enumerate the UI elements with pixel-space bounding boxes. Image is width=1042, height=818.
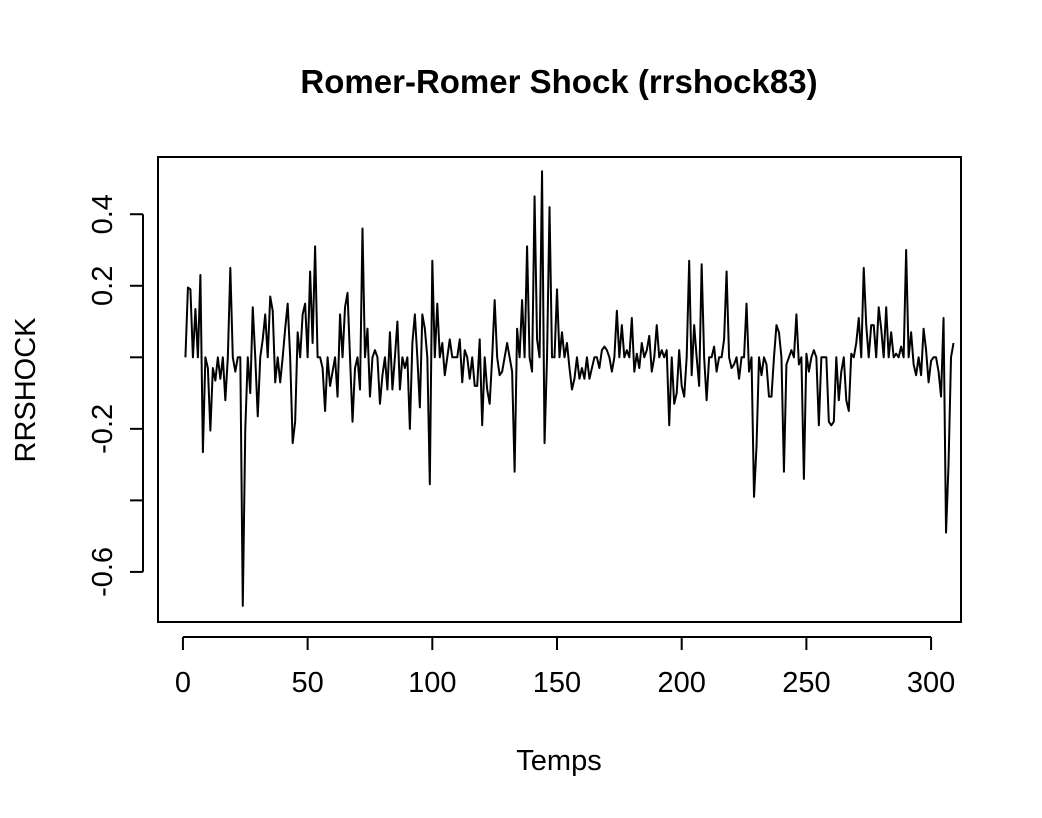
series-line-rrshock <box>184 170 955 607</box>
x-tick-label: 0 <box>175 667 191 699</box>
plot-frame <box>157 156 962 623</box>
chart-title: Romer-Romer Shock (rrshock83) <box>300 63 817 100</box>
x-tick-label: 50 <box>291 667 323 699</box>
x-tick-label: 300 <box>907 667 955 699</box>
y-axis-label: RRSHOCK <box>10 317 42 463</box>
y-tick-label: 0.4 <box>87 194 119 234</box>
x-axis: 0 50 100 150 200 250 300 <box>175 636 955 699</box>
x-tick-label: 150 <box>533 667 581 699</box>
x-tick-label: 200 <box>658 667 706 699</box>
y-tick-label: 0.2 <box>87 266 119 306</box>
y-tick-label: -0.6 <box>87 547 119 597</box>
x-axis-label: Temps <box>516 745 601 777</box>
x-tick-label: 100 <box>408 667 456 699</box>
y-tick-label: -0.2 <box>87 404 119 454</box>
x-tick-label: 250 <box>782 667 830 699</box>
y-axis: -0.6 -0.2 0.2 0.4 <box>87 194 144 597</box>
